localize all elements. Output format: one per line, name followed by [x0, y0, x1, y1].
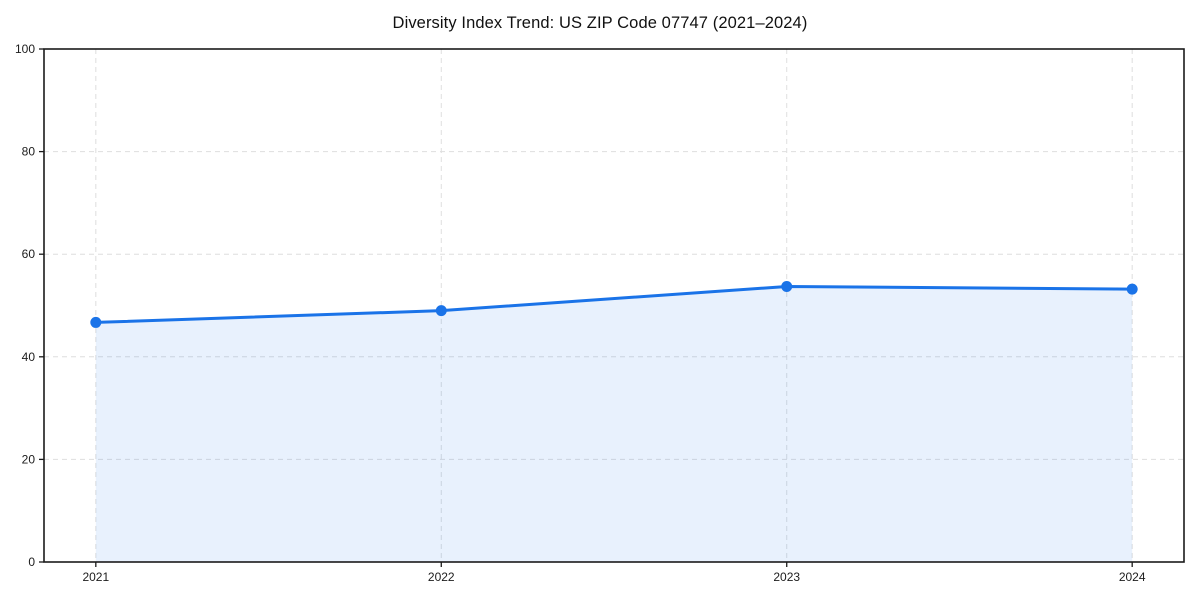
y-tick-label: 40	[22, 350, 36, 364]
y-tick-label: 20	[22, 452, 36, 466]
y-tick-label: 100	[15, 42, 35, 56]
trend-line	[94, 285, 1134, 324]
x-tick-label: 2022	[428, 570, 455, 584]
area-fill	[95, 286, 1133, 562]
y-tick-label: 60	[22, 247, 36, 261]
y-tick-label: 0	[28, 555, 35, 569]
x-tick-label: 2023	[773, 570, 800, 584]
plot-border	[43, 48, 1185, 563]
x-tick-label: 2024	[1119, 570, 1146, 584]
data-point-2021	[90, 316, 102, 328]
y-tick-label: 80	[22, 145, 36, 159]
x-tick-label: 2021	[82, 570, 109, 584]
data-point-2023	[781, 281, 793, 293]
data-point-2022	[435, 305, 447, 317]
chart-title: Diversity Index Trend: US ZIP Code 07747…	[392, 14, 808, 32]
data-point-2024	[1126, 283, 1138, 295]
